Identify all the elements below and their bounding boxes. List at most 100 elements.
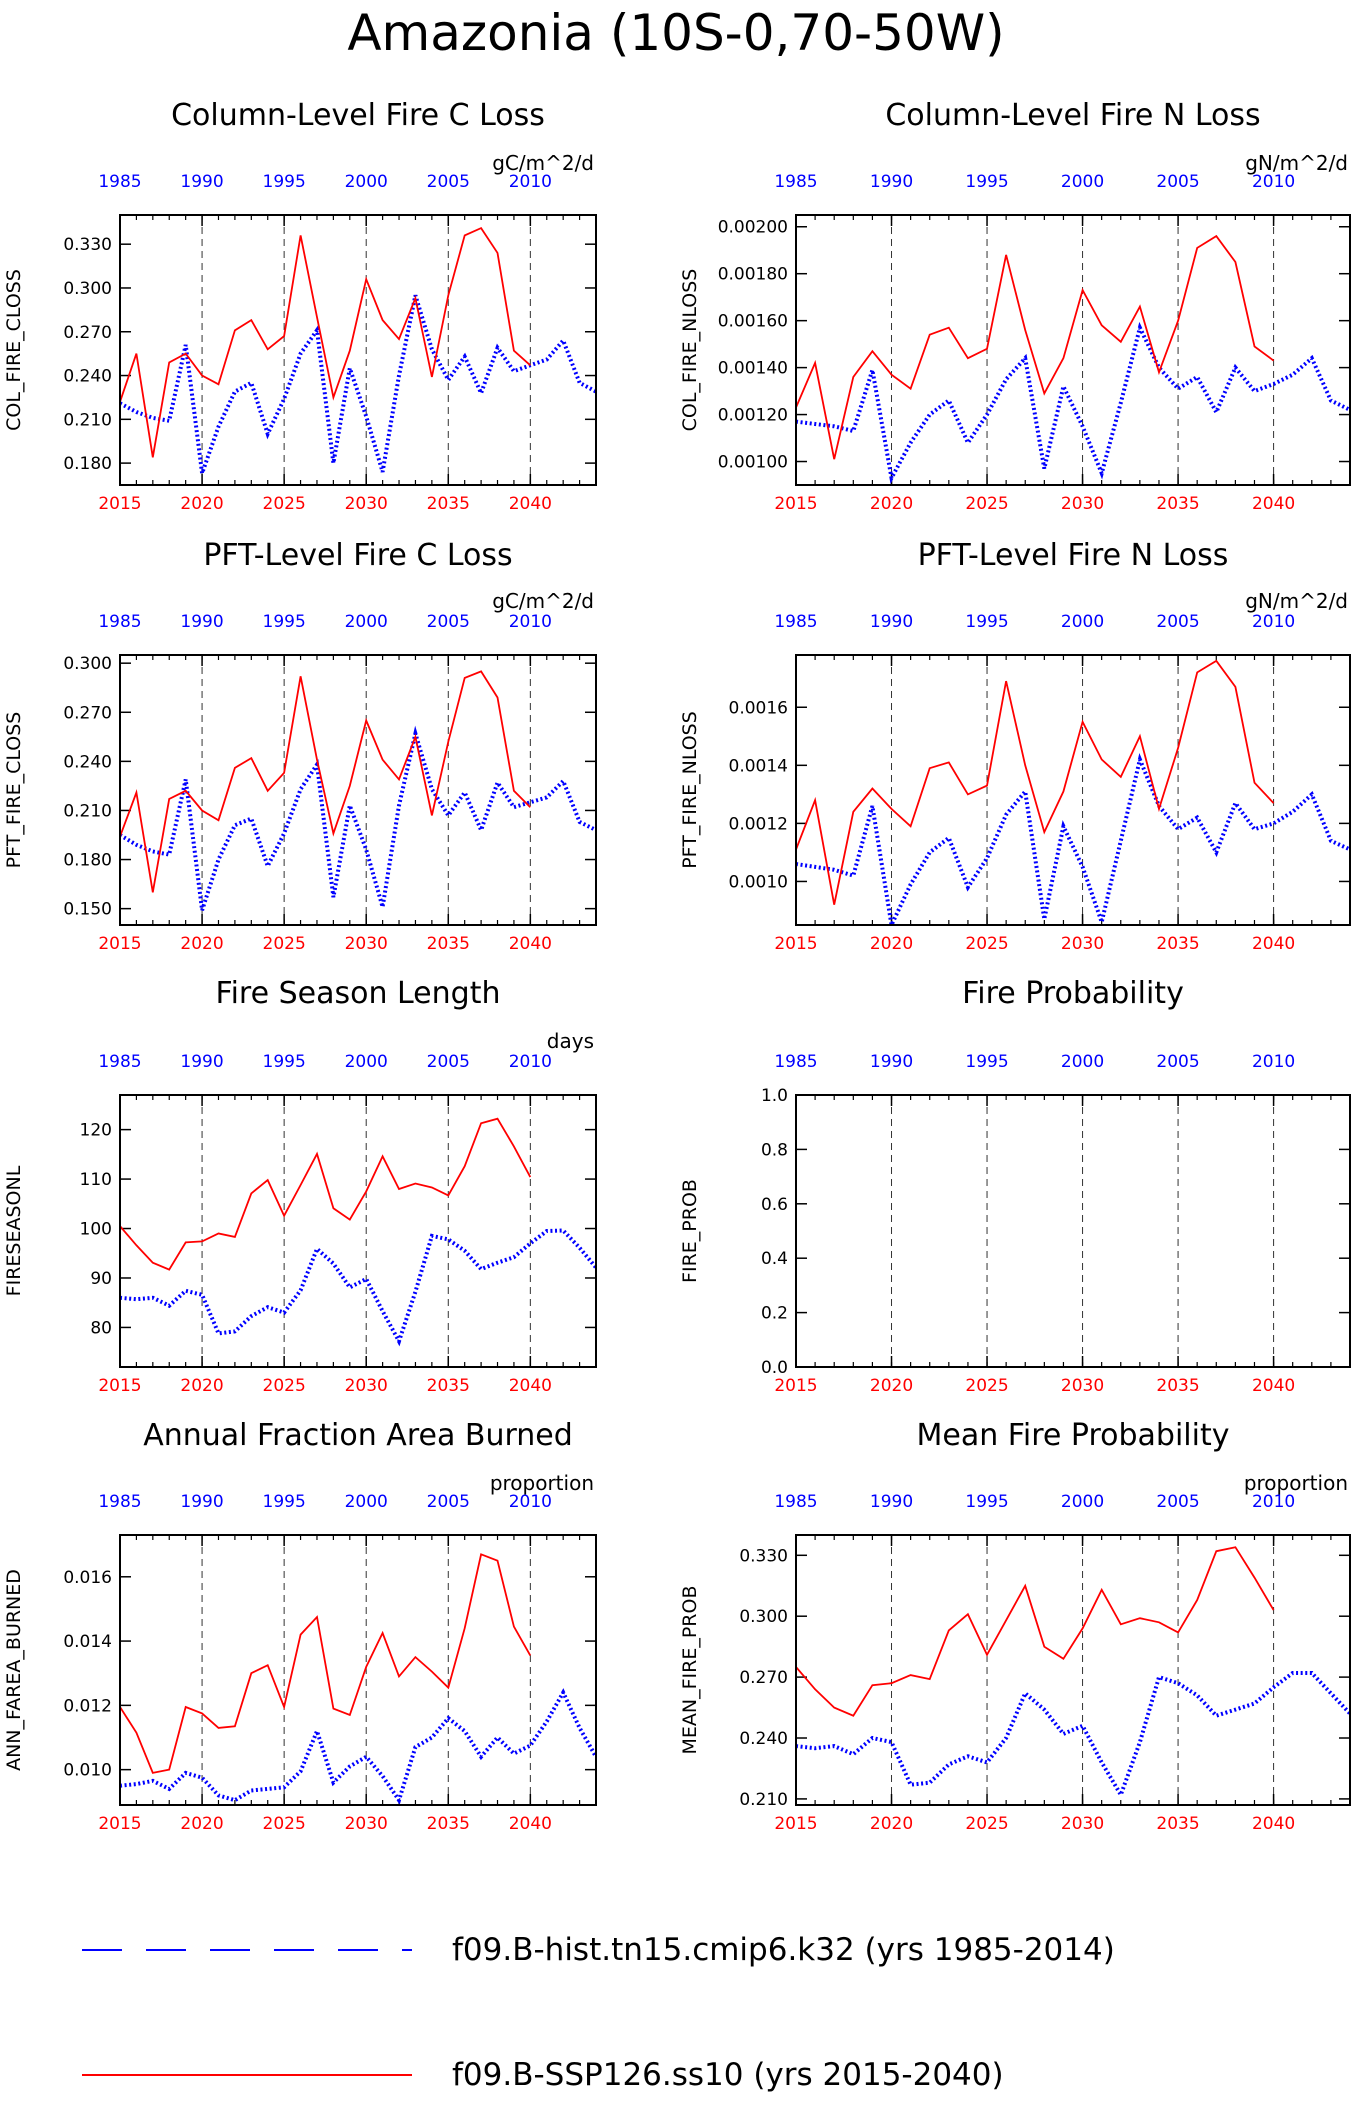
x-tick-label-bottom: 2035 <box>427 934 470 954</box>
series-future-line <box>796 234 1275 460</box>
x-tick-label-bottom: 2025 <box>263 1376 306 1396</box>
x-tick-label-top: 2005 <box>1156 1492 1199 1512</box>
series-hist-line <box>796 321 1350 484</box>
x-tick-label-bottom: 2030 <box>1061 494 1104 514</box>
panel-title: PFT-Level Fire N Loss <box>918 538 1229 573</box>
x-tick-label-top: 2005 <box>1156 1052 1199 1072</box>
y-tick-label: 0.270 <box>63 703 112 723</box>
units-label: proportion <box>1244 1471 1348 1495</box>
x-tick-label-bottom: 2015 <box>774 1376 817 1396</box>
units-label: days <box>547 1029 594 1053</box>
x-tick-label-bottom: 2015 <box>774 1814 817 1834</box>
plot-frame <box>795 214 1351 486</box>
series-future-line <box>796 659 1275 905</box>
x-tick-label-bottom: 2025 <box>263 1814 306 1834</box>
y-tick-label: 0.300 <box>63 654 112 674</box>
y-tick-label: 0.00100 <box>718 453 788 473</box>
x-tick-label-top: 2000 <box>345 612 388 632</box>
panel-title: Fire Season Length <box>216 976 501 1011</box>
x-tick-label-top: 2005 <box>427 1052 470 1072</box>
y-tick-label: 0.330 <box>63 235 112 255</box>
panel-title: PFT-Level Fire C Loss <box>203 538 512 573</box>
panel-title: Mean Fire Probability <box>917 1418 1230 1453</box>
series-future-line <box>796 1546 1275 1717</box>
x-tick-label-top: 1985 <box>774 1492 817 1512</box>
panel-3: PFT-Level Fire C Loss gC/m^2/d PFT_FIRE_CL… <box>3 538 597 954</box>
x-tick-label-bottom: 2040 <box>1252 1376 1295 1396</box>
panel-2: Column-Level Fire N Loss gN/m^2/d COL_FIRE… <box>679 98 1351 514</box>
x-tick-label-bottom: 2030 <box>345 934 388 954</box>
page-title: Amazonia (10S-0,70-50W) <box>347 4 1004 62</box>
y-tick-label: 0.240 <box>739 1729 788 1749</box>
panel-1: Column-Level Fire C Loss gC/m^2/d COL_FIRE… <box>3 98 597 514</box>
x-tick-label-bottom: 2025 <box>965 1376 1008 1396</box>
y-tick-label: 0.8 <box>761 1140 788 1160</box>
x-tick-label-top: 1985 <box>774 612 817 632</box>
series-hist-line <box>120 1228 596 1347</box>
y-tick-label: 0.0016 <box>729 698 788 718</box>
x-tick-label-top: 1990 <box>180 612 223 632</box>
x-tick-label-bottom: 2020 <box>870 1814 913 1834</box>
y-tick-label: 0.270 <box>739 1668 788 1688</box>
x-tick-label-top: 2000 <box>345 1052 388 1072</box>
x-tick-label-bottom: 2025 <box>965 494 1008 514</box>
x-tick-label-bottom: 2015 <box>98 494 141 514</box>
x-tick-label-bottom: 2015 <box>774 934 817 954</box>
y-tick-label: 0.4 <box>761 1249 788 1269</box>
y-tick-label: 110 <box>80 1170 112 1190</box>
panel-4: PFT-Level Fire N Loss gN/m^2/d PFT_FIRE_NL… <box>679 538 1351 954</box>
x-tick-label-top: 2000 <box>1061 1492 1104 1512</box>
x-tick-label-bottom: 2015 <box>98 1376 141 1396</box>
x-tick-label-bottom: 2015 <box>98 934 141 954</box>
y-tick-label: 0.00180 <box>718 265 788 285</box>
y-tick-label: 0.0 <box>761 1358 788 1378</box>
y-tick-label: 0.00200 <box>718 218 788 238</box>
x-tick-label-top: 2005 <box>427 1492 470 1512</box>
x-tick-label-top: 2005 <box>1156 172 1199 192</box>
x-tick-label-top: 1990 <box>870 612 913 632</box>
x-tick-label-top: 2010 <box>1252 1052 1295 1072</box>
legend-hist-label: f09.B-hist.tn15.cmip6.k32 (yrs 1985-2014… <box>452 1932 1115 1968</box>
plot-frame <box>119 654 597 926</box>
x-tick-label-bottom: 2020 <box>180 1376 223 1396</box>
x-tick-label-top: 1995 <box>965 1052 1008 1072</box>
series-future-line <box>120 1117 532 1271</box>
plot-frame <box>119 1534 597 1806</box>
series-hist-line <box>796 752 1350 925</box>
x-tick-label-bottom: 2030 <box>1061 1814 1104 1834</box>
x-tick-label-bottom: 2030 <box>345 1814 388 1834</box>
panel-title: Column-Level Fire N Loss <box>885 98 1260 133</box>
panel-title: Column-Level Fire C Loss <box>171 98 545 133</box>
y-tick-label: 0.210 <box>63 410 112 430</box>
y-axis-label: MEAN_FIRE_PROB <box>679 1586 701 1755</box>
y-tick-label: 100 <box>80 1220 112 1240</box>
x-tick-label-bottom: 2035 <box>427 1814 470 1834</box>
y-tick-label: 0.2 <box>761 1304 788 1324</box>
x-tick-label-bottom: 2040 <box>1252 494 1295 514</box>
y-axis-label: ANN_FAREA_BURNED <box>3 1569 25 1771</box>
y-tick-label: 0.210 <box>63 801 112 821</box>
x-tick-label-bottom: 2015 <box>98 1814 141 1834</box>
x-tick-label-top: 1985 <box>98 1052 141 1072</box>
plot-frame <box>119 1094 597 1368</box>
x-tick-label-top: 1990 <box>870 172 913 192</box>
x-tick-label-bottom: 2035 <box>1156 934 1199 954</box>
y-tick-label: 0.012 <box>63 1696 112 1716</box>
x-tick-label-top: 1995 <box>965 172 1008 192</box>
x-tick-label-bottom: 2035 <box>1156 1814 1199 1834</box>
y-tick-label: 120 <box>80 1121 112 1141</box>
y-axis-label: FIRE_PROB <box>679 1179 701 1283</box>
x-tick-label-bottom: 2025 <box>263 494 306 514</box>
series-future-line <box>120 670 531 893</box>
series-hist-line <box>120 725 596 911</box>
y-axis-label: FIRESEASONL <box>3 1165 25 1296</box>
x-tick-label-top: 1985 <box>98 172 141 192</box>
y-tick-label: 0.180 <box>63 454 112 474</box>
x-tick-label-bottom: 2040 <box>509 1814 552 1834</box>
x-tick-label-top: 2000 <box>1061 1052 1104 1072</box>
y-axis-label: PFT_FIRE_NLOSS <box>679 711 701 869</box>
x-tick-label-bottom: 2040 <box>509 1376 552 1396</box>
y-tick-label: 0.240 <box>63 367 112 387</box>
x-tick-label-top: 2010 <box>1252 1492 1295 1512</box>
units-label: gC/m^2/d <box>492 151 594 175</box>
